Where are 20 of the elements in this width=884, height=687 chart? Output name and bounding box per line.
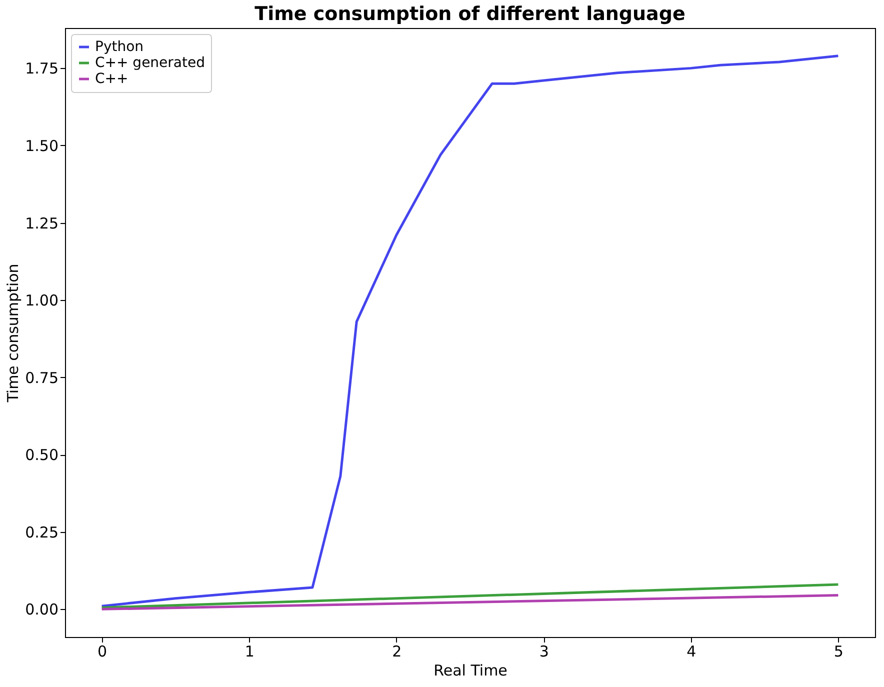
chart-title: Time consumption of different language — [254, 3, 686, 25]
y-tick-label: 0.00 — [25, 600, 58, 619]
y-tick-label: 0.25 — [25, 523, 58, 542]
y-tick-label: 1.75 — [25, 60, 58, 78]
x-tick-label: 5 — [834, 642, 844, 660]
y-tick-label: 1.25 — [25, 214, 58, 232]
y-tick-label: 0.75 — [25, 368, 58, 387]
x-tick-label: 2 — [392, 642, 402, 660]
legend-label: C++ generated — [95, 55, 205, 71]
y-tick-label: 0.50 — [25, 446, 58, 464]
y-tick-label: 1.00 — [25, 292, 58, 310]
x-tick-label: 4 — [686, 642, 696, 660]
y-tick-label: 1.50 — [25, 136, 58, 155]
legend-label: C++ — [95, 71, 128, 87]
legend-label: Python — [95, 39, 144, 55]
x-axis-title: Real Time — [434, 662, 508, 680]
y-axis-title: Time consumption — [4, 264, 22, 404]
x-tick-label: 1 — [244, 642, 254, 660]
x-tick-label: 0 — [98, 642, 108, 660]
x-tick-label: 3 — [539, 642, 549, 660]
